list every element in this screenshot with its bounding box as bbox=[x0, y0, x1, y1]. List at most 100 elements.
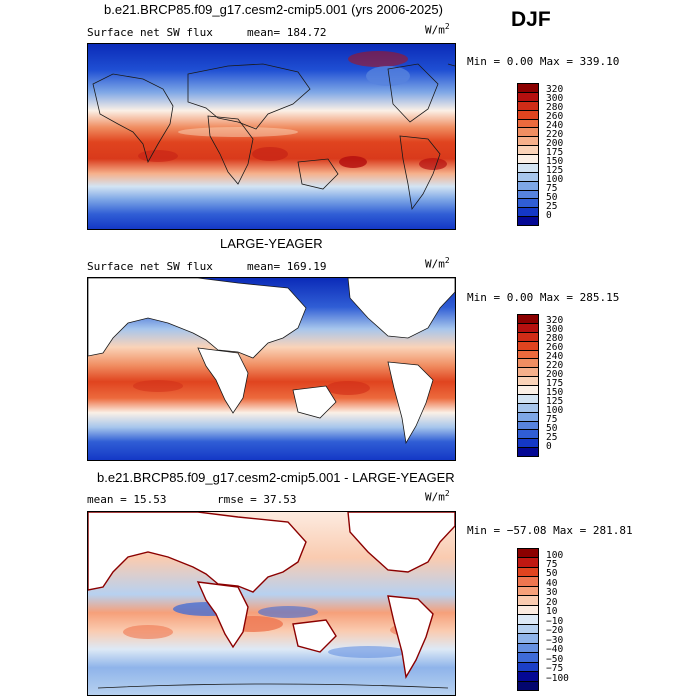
colorbar-tick: 280 bbox=[546, 333, 564, 344]
swatch bbox=[518, 605, 538, 616]
swatch bbox=[518, 359, 538, 369]
swatch bbox=[518, 163, 538, 173]
colorbar-tick: 280 bbox=[546, 102, 564, 113]
colorbar-tick: −75 bbox=[546, 663, 564, 674]
colorbar-tick: 50 bbox=[546, 568, 558, 579]
colorbar-tick: −100 bbox=[546, 673, 569, 684]
swatch bbox=[518, 596, 538, 606]
colorbar-tick: 175 bbox=[546, 378, 564, 389]
swatch bbox=[518, 681, 538, 691]
swatch bbox=[518, 448, 538, 456]
panel-1-stats: Min = 0.00 Max = 339.10 bbox=[467, 55, 620, 68]
panel-3-mean-label: mean = 15.53 bbox=[87, 493, 167, 506]
colorbar-tick: 125 bbox=[546, 396, 564, 407]
swatch bbox=[518, 615, 538, 625]
swatch bbox=[518, 386, 538, 395]
swatch bbox=[518, 377, 538, 386]
colorbar-tick: 20 bbox=[546, 597, 558, 608]
swatch bbox=[518, 624, 538, 635]
panel-1-mean-label: mean= 184.72 bbox=[247, 26, 327, 39]
panel-2-mean-label: mean= 169.19 bbox=[247, 260, 327, 273]
swatch bbox=[518, 586, 538, 597]
panel-1-units: W/m2 bbox=[425, 22, 450, 37]
colorbar-tick: 260 bbox=[546, 111, 564, 122]
colorbar-tick: 175 bbox=[546, 147, 564, 158]
swatch bbox=[518, 172, 538, 182]
colorbar-tick: −10 bbox=[546, 616, 564, 627]
colorbar-tick: 200 bbox=[546, 369, 564, 380]
panel-3-title: b.e21.BRCP85.f09_g17.cesm2-cmip5.001 - L… bbox=[97, 470, 455, 485]
panel-1-title: b.e21.BRCP85.f09_g17.cesm2-cmip5.001 (yr… bbox=[104, 2, 443, 17]
colorbar-tick: −20 bbox=[546, 625, 564, 636]
colorbar-tick: 220 bbox=[546, 360, 564, 371]
colorbar-tick: 30 bbox=[546, 587, 558, 598]
colorbar-tick: 50 bbox=[546, 192, 558, 203]
swatch bbox=[518, 341, 538, 351]
colorbar-tick: 75 bbox=[546, 414, 558, 425]
panel-1-map bbox=[87, 43, 456, 230]
swatch bbox=[518, 439, 538, 449]
swatch bbox=[518, 181, 538, 191]
swatch bbox=[518, 634, 538, 644]
colorbar-tick: 260 bbox=[546, 342, 564, 353]
colorbar-tick: 10 bbox=[546, 606, 558, 617]
panel-3-rmse-label: rmse = 37.53 bbox=[217, 493, 297, 506]
colorbar-tick: 150 bbox=[546, 387, 564, 398]
swatch bbox=[518, 92, 538, 102]
swatch bbox=[518, 577, 538, 587]
swatch bbox=[518, 199, 538, 209]
swatch bbox=[518, 110, 538, 120]
colorbar-tick: 0 bbox=[546, 210, 552, 221]
panel-2-title: LARGE-YEAGER bbox=[220, 236, 323, 251]
colorbar-tick: 25 bbox=[546, 432, 558, 443]
swatch bbox=[518, 368, 538, 378]
colorbar-tick: 320 bbox=[546, 84, 564, 95]
panel-2-map bbox=[87, 277, 456, 461]
swatch bbox=[518, 84, 538, 93]
panel-2-units: W/m2 bbox=[425, 256, 450, 271]
panel-3-units: W/m2 bbox=[425, 489, 450, 504]
swatch bbox=[518, 394, 538, 404]
colorbar-tick: 75 bbox=[546, 559, 558, 570]
swatch bbox=[518, 217, 538, 225]
colorbar-tick: 200 bbox=[546, 138, 564, 149]
swatch bbox=[518, 558, 538, 568]
panel-3-map bbox=[87, 511, 456, 696]
swatch bbox=[518, 653, 538, 663]
swatch bbox=[518, 146, 538, 155]
colorbar-tick: 100 bbox=[546, 405, 564, 416]
swatch bbox=[518, 190, 538, 200]
colorbar-tick: 100 bbox=[546, 550, 564, 561]
swatch bbox=[518, 137, 538, 147]
swatch bbox=[518, 430, 538, 440]
colorbar-tick: −50 bbox=[546, 654, 564, 665]
panel-1-variable-label: Surface net SW flux bbox=[87, 26, 213, 39]
swatch bbox=[518, 119, 538, 129]
colorbar-tick: 240 bbox=[546, 351, 564, 362]
swatch bbox=[518, 315, 538, 324]
swatch bbox=[518, 323, 538, 333]
swatch bbox=[518, 128, 538, 138]
colorbar-tick: 100 bbox=[546, 174, 564, 185]
swatch bbox=[518, 412, 538, 422]
colorbar-tick: 75 bbox=[546, 183, 558, 194]
colorbar-tick: 0 bbox=[546, 441, 552, 452]
colorbar-tick: 40 bbox=[546, 578, 558, 589]
swatch bbox=[518, 101, 538, 111]
panel-2-colorbar bbox=[517, 314, 539, 457]
swatch bbox=[518, 643, 538, 654]
colorbar-tick: 300 bbox=[546, 324, 564, 335]
panel-3-stats: Min = −57.08 Max = 281.81 bbox=[467, 524, 633, 537]
panel-3-colorbar bbox=[517, 548, 539, 691]
swatch bbox=[518, 350, 538, 360]
season-label: DJF bbox=[511, 8, 551, 31]
panel-2-variable-label: Surface net SW flux bbox=[87, 260, 213, 273]
colorbar-tick: 50 bbox=[546, 423, 558, 434]
swatch bbox=[518, 567, 538, 578]
swatch bbox=[518, 403, 538, 413]
colorbar-tick: −30 bbox=[546, 635, 564, 646]
colorbar-tick: 240 bbox=[546, 120, 564, 131]
swatch bbox=[518, 332, 538, 342]
colorbar-tick: −40 bbox=[546, 644, 564, 655]
